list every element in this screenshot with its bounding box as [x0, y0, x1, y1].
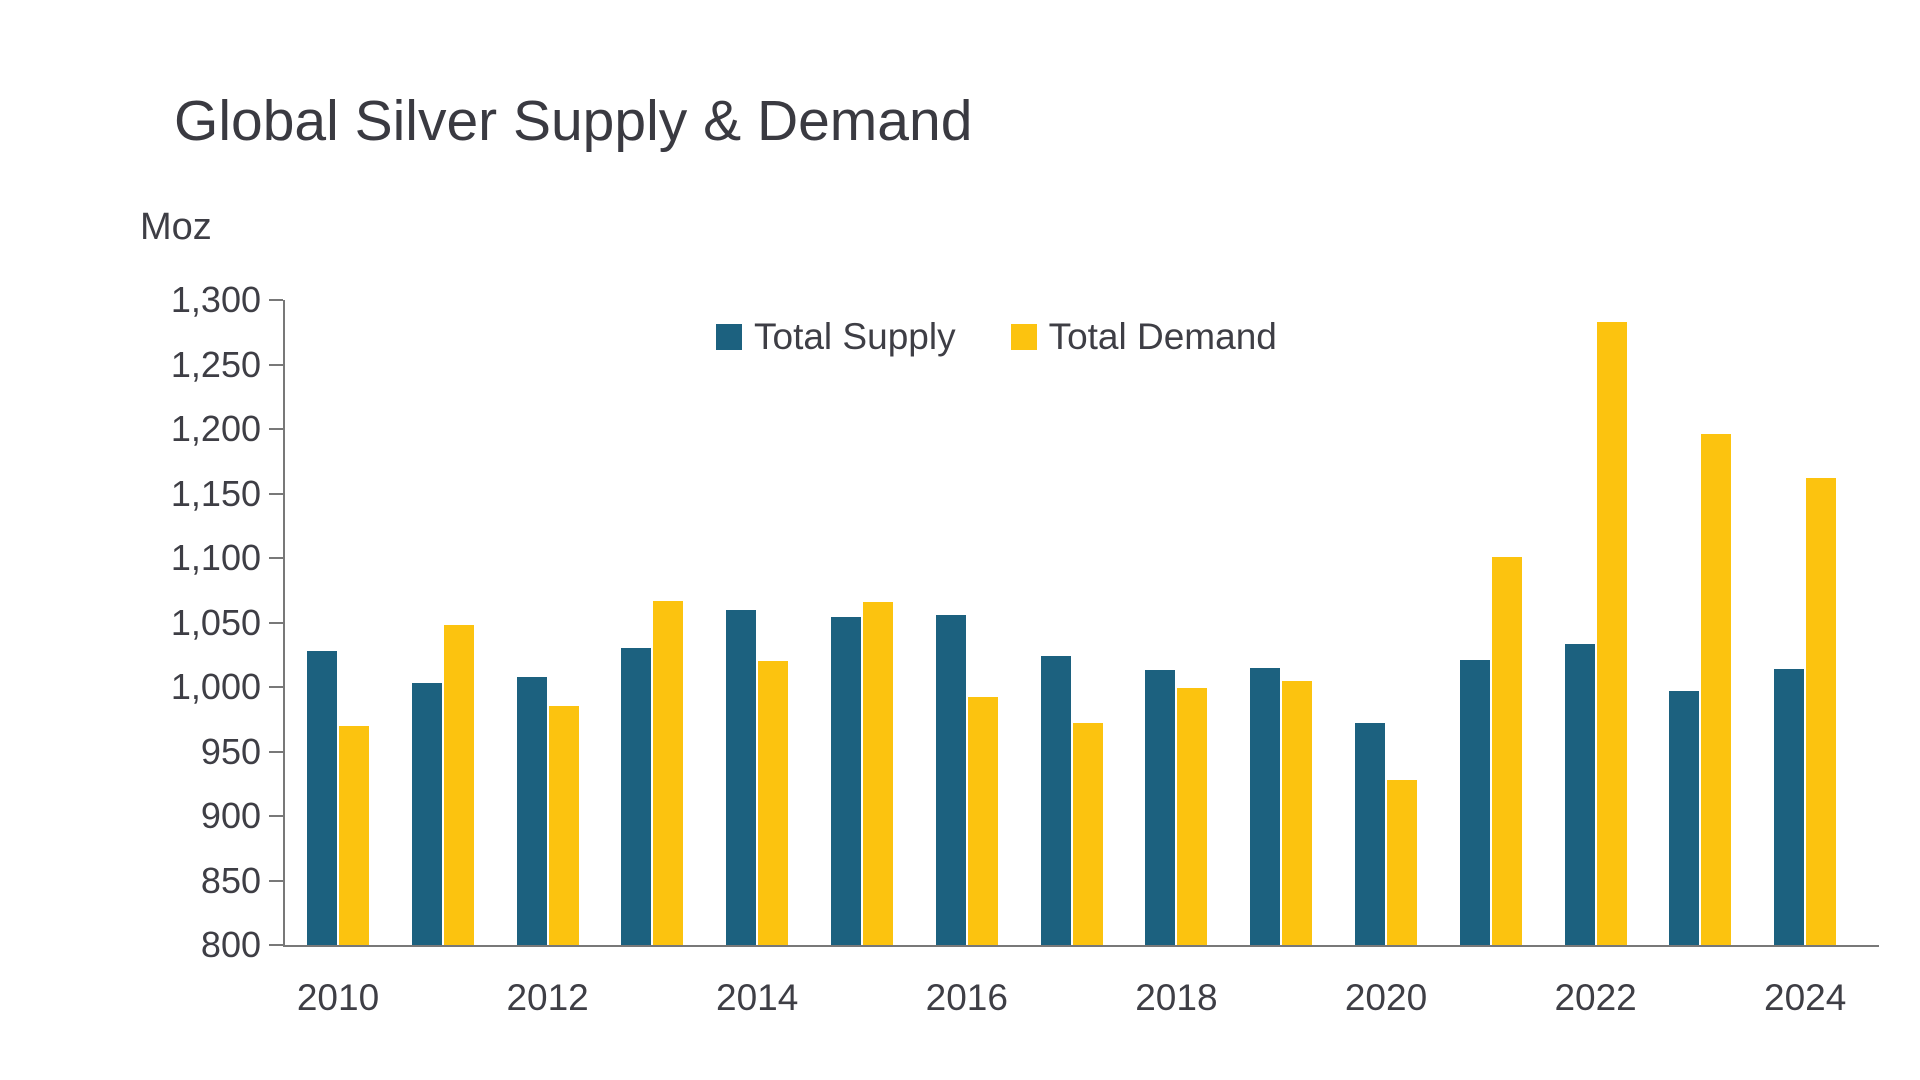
bar-total-supply-2021	[1459, 659, 1490, 945]
bar-total-supply-2013	[621, 648, 652, 945]
bar-total-supply-2023	[1669, 690, 1700, 945]
y-axis-tick-label: 1,000	[170, 666, 261, 707]
y-axis-tick-label: 1,250	[170, 343, 261, 385]
y-axis-tick	[269, 621, 283, 624]
bar-total-demand-2012	[548, 706, 579, 945]
bar-total-supply-2010	[307, 650, 337, 945]
bar-total-demand-2017	[1072, 723, 1103, 945]
bar-total-demand-2021	[1491, 556, 1522, 945]
y-axis-unit-label: Moz	[140, 206, 212, 248]
bar-total-supply-2015	[831, 617, 861, 945]
y-axis-tick	[269, 750, 283, 753]
y-axis-tick	[269, 492, 283, 495]
y-axis-tick	[269, 299, 283, 301]
x-axis-tick-label-2018: 2018	[1135, 977, 1218, 1018]
bar-total-demand-2010	[339, 725, 369, 945]
bar-total-supply-2017	[1040, 656, 1071, 945]
bar-total-demand-2014	[758, 661, 789, 945]
y-axis-tick	[269, 944, 283, 946]
x-axis-tick-label-2022: 2022	[1554, 977, 1637, 1018]
y-axis-tick-label: 800	[200, 924, 261, 965]
bar-total-supply-2019	[1250, 667, 1281, 945]
bar-total-demand-2016	[967, 697, 998, 945]
bar-total-demand-2023	[1701, 434, 1732, 945]
bar-total-supply-2016	[935, 614, 966, 945]
y-axis-tick-label: 1,100	[170, 537, 261, 578]
bar-total-demand-2022	[1596, 321, 1627, 945]
legend-label-total-supply: Total Supply	[754, 316, 956, 357]
bar-total-supply-2022	[1564, 644, 1595, 945]
legend-label-total-demand: Total Demand	[1048, 316, 1277, 357]
y-axis-tick-label: 1,050	[170, 601, 261, 643]
bar-total-supply-2018	[1145, 670, 1176, 945]
y-axis-tick	[269, 879, 283, 882]
y-axis-tick-label: 1,150	[170, 472, 261, 514]
y-axis-tick-label: 850	[200, 859, 261, 901]
plot-area: 800 850 900 950 1,000 1,050 1,100 1,150 1,200 1,2…	[171, 279, 1879, 1018]
legend-item-total-supply: Total Supply	[716, 316, 956, 358]
bar-total-demand-2024	[1806, 478, 1837, 945]
bar-total-supply-2011	[411, 683, 442, 945]
chart-title: Global Silver Supply & Demand	[174, 89, 973, 153]
legend-swatch-supply-icon	[716, 324, 742, 350]
y-axis-tick-label: 950	[200, 730, 261, 772]
bar-total-supply-2024	[1774, 668, 1805, 945]
legend-item-total-demand: Total Demand	[1010, 316, 1277, 358]
legend-swatch-demand-icon	[1010, 324, 1037, 350]
bar-total-supply-2014	[726, 609, 757, 945]
bar-total-demand-2020	[1387, 779, 1417, 945]
x-axis-tick-label-2012: 2012	[506, 977, 589, 1018]
y-axis-tick	[269, 815, 283, 817]
x-axis-tick-label-2014: 2014	[716, 977, 799, 1018]
y-axis-tick	[269, 363, 283, 366]
y-axis-tick	[269, 428, 283, 430]
y-axis-tick	[269, 557, 283, 559]
legend: Total Supply Total Demand	[716, 316, 1277, 358]
bar-total-demand-2019	[1282, 680, 1313, 945]
x-axis-tick-label-2016: 2016	[925, 977, 1008, 1018]
y-axis-tick-label: 1,300	[170, 279, 261, 320]
y-axis-tick-label: 900	[200, 795, 261, 836]
bar-total-demand-2013	[653, 600, 684, 945]
y-axis-tick	[269, 686, 283, 688]
bar-total-demand-2011	[443, 625, 474, 945]
bar-total-demand-2018	[1177, 688, 1208, 945]
x-axis-tick-label-2020: 2020	[1344, 977, 1428, 1018]
x-axis-tick-label-2010: 2010	[296, 977, 380, 1018]
bar-total-demand-2015	[863, 601, 893, 945]
x-axis-tick-label-2024: 2024	[1764, 977, 1847, 1018]
bar-total-supply-2020	[1355, 723, 1385, 945]
bar-total-supply-2012	[516, 676, 547, 945]
y-axis-tick-label: 1,200	[170, 408, 261, 449]
